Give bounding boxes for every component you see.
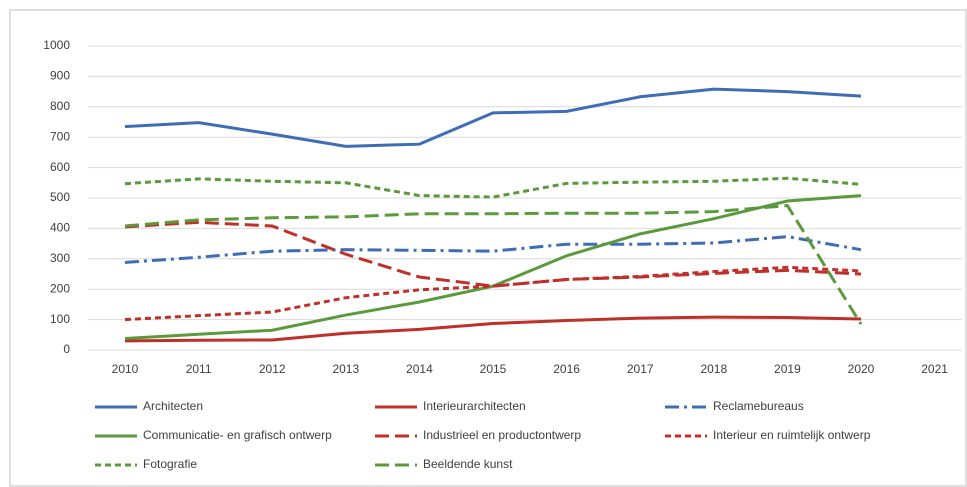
y-tick-label: 600 [50, 160, 70, 174]
legend-label: Industrieel en productontwerp [423, 428, 581, 442]
legend-label: Architecten [143, 399, 203, 413]
legend-label: Communicatie- en grafisch ontwerp [143, 428, 332, 442]
x-tick-label: 2018 [700, 362, 727, 376]
y-tick-label: 300 [50, 251, 70, 265]
x-tick-label: 2015 [480, 362, 507, 376]
y-tick-label: 800 [50, 99, 70, 113]
series-line [124, 87, 862, 148]
legend-label: Reclamebureaus [713, 399, 804, 413]
series-line [124, 315, 862, 343]
x-tick-label: 2011 [186, 362, 212, 376]
x-tick-label: 2016 [553, 362, 580, 376]
series-line [124, 220, 862, 288]
x-tick-label: 2021 [921, 362, 948, 376]
x-tick-label: 2017 [627, 362, 654, 376]
legend-label: Beeldende kunst [423, 457, 513, 471]
legend-label: Interieurarchitecten [423, 399, 526, 413]
y-tick-label: 100 [50, 312, 70, 326]
y-tick-label: 200 [50, 281, 70, 295]
legend-label: Fotografie [143, 457, 197, 471]
y-tick-label: 700 [50, 129, 70, 143]
y-tick-label: 400 [50, 221, 70, 235]
series-line [124, 235, 862, 264]
x-tick-label: 2012 [259, 362, 286, 376]
y-tick-label: 500 [50, 190, 70, 204]
x-tick-label: 2019 [774, 362, 801, 376]
series-line [124, 265, 862, 322]
y-tick-label: 900 [50, 69, 70, 83]
x-tick-label: 2013 [332, 362, 359, 376]
y-tick-label: 1000 [43, 38, 70, 52]
x-tick-label: 2020 [848, 362, 875, 376]
x-tick-label: 2014 [406, 362, 433, 376]
x-tick-label: 2010 [112, 362, 139, 376]
series-line [124, 204, 863, 325]
y-tick-label: 0 [63, 342, 70, 356]
legend-label: Interieur en ruimtelijk ontwerp [713, 428, 871, 442]
series-line [124, 176, 862, 199]
chart-border [9, 9, 967, 487]
